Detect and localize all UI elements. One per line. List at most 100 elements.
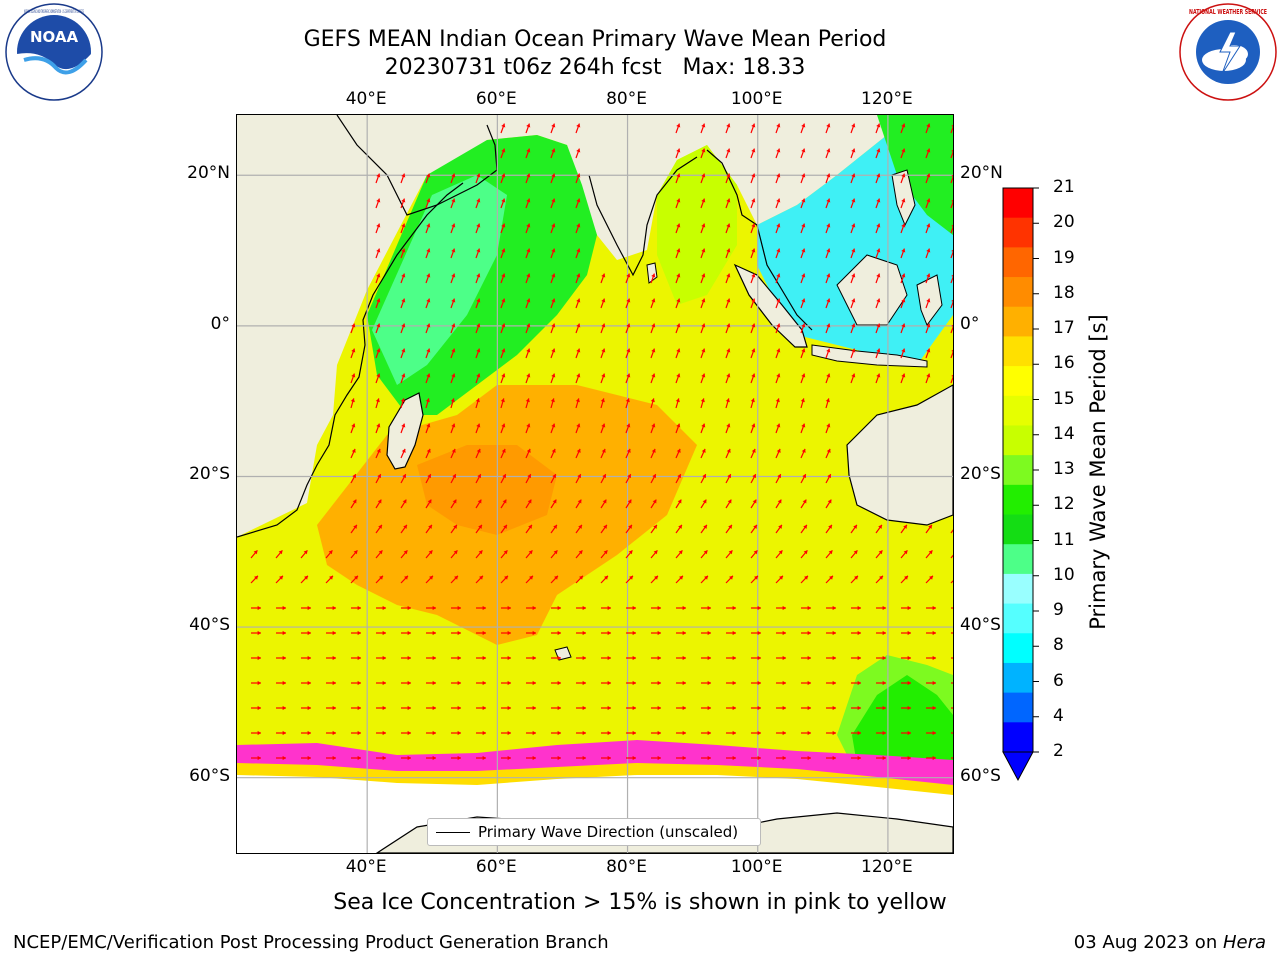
wave-arrow	[550, 173, 556, 184]
wave-arrow	[350, 499, 357, 509]
wave-arrow	[725, 549, 733, 559]
wave-arrow	[876, 705, 886, 711]
wave-arrow	[550, 148, 556, 159]
title-line-1: GEFS MEAN Indian Ocean Primary Wave Mean…	[303, 27, 887, 52]
lon-tick-label-top: 100°E	[730, 89, 783, 109]
wave-arrow	[276, 730, 286, 736]
wave-arrow	[676, 705, 686, 711]
wave-arrow	[525, 323, 531, 334]
wave-arrow	[425, 348, 431, 359]
wave-arrow	[700, 423, 706, 434]
wave-arrow	[450, 348, 456, 359]
wave-arrow	[600, 448, 606, 459]
wave-arrow	[475, 273, 481, 284]
wave-arrow	[900, 348, 906, 359]
colorbar-segment	[1003, 306, 1033, 337]
wave-arrow	[800, 298, 806, 309]
wave-arrow	[551, 680, 561, 686]
wave-arrow	[350, 524, 358, 534]
wave-arrow	[526, 630, 536, 636]
lat-tick-label-right: 40°S	[960, 615, 1001, 636]
wave-arrow	[376, 730, 386, 736]
wave-arrow	[700, 398, 705, 409]
colorbar-tick-label: 18	[1053, 282, 1075, 303]
wave-arrow	[775, 248, 781, 259]
wave-arrow	[650, 373, 656, 384]
wave-arrow	[850, 348, 856, 359]
wave-arrow	[525, 298, 531, 309]
wave-arrow	[576, 755, 586, 761]
wave-arrow	[351, 655, 361, 661]
wave-arrow	[851, 605, 861, 611]
wave-arrow	[451, 755, 461, 761]
wave-arrow	[326, 755, 336, 761]
wave-arrow	[426, 755, 436, 761]
sea-ice-fringe	[237, 740, 953, 787]
wave-arrow	[901, 755, 911, 761]
wave-arrow	[675, 198, 681, 209]
wave-arrow	[750, 248, 756, 259]
colorbar-tick-label: 6	[1053, 670, 1064, 691]
wave-arrow	[801, 755, 811, 761]
wave-arrow	[900, 373, 906, 384]
sumatra	[733, 263, 808, 348]
wave-arrow	[576, 680, 586, 686]
wave-arrow	[450, 499, 457, 509]
wave-arrow	[900, 549, 908, 559]
nws-ring-text: NATIONAL WEATHER SERVICE	[1189, 8, 1267, 16]
wave-arrow	[551, 730, 561, 736]
wave-arrow	[726, 630, 736, 636]
wave-arrow	[326, 680, 336, 686]
wave-arrow	[825, 373, 831, 384]
wave-arrow	[251, 605, 261, 611]
colorbar-tick-label: 12	[1053, 494, 1075, 515]
figure-title: GEFS MEAN Indian Ocean Primary Wave Mean…	[0, 26, 1190, 82]
title-line-2: 20230731 t06z 264h fcst Max: 18.33	[384, 55, 806, 80]
wave-arrow	[500, 248, 506, 259]
green-southeast-core	[852, 675, 953, 765]
wave-arrow	[575, 248, 581, 259]
wave-arrow	[776, 730, 786, 736]
wave-arrow	[825, 524, 833, 534]
wave-arrow	[675, 499, 682, 509]
wave-arrow	[825, 323, 831, 334]
wave-arrow	[675, 373, 681, 384]
wave-arrow	[651, 730, 661, 736]
wave-arrow	[350, 323, 356, 334]
wave-arrow	[876, 755, 886, 761]
wave-arrow	[751, 755, 761, 761]
wave-arrow	[525, 148, 531, 159]
wave-arrow	[450, 173, 456, 184]
wave-arrow	[650, 298, 656, 309]
wave-arrow	[276, 705, 286, 711]
wave-arrow	[875, 549, 883, 559]
wave-arrow	[850, 223, 856, 234]
wave-arrow	[600, 298, 606, 309]
wave-arrow	[825, 499, 832, 509]
wave-arrow	[400, 524, 408, 534]
wave-arrow	[550, 524, 558, 534]
wave-arrow	[650, 499, 657, 509]
wave-arrow	[425, 248, 431, 259]
wave-arrow	[925, 123, 931, 134]
wave-arrow	[701, 730, 711, 736]
wave-arrow	[775, 398, 780, 409]
wave-arrow	[601, 730, 611, 736]
wave-arrow	[650, 524, 658, 534]
wave-arrow	[725, 423, 731, 434]
colorbar-segment	[1003, 277, 1033, 308]
wave-arrow	[675, 524, 683, 534]
wave-arrow	[501, 630, 511, 636]
wave-arrow	[375, 398, 380, 409]
wave-arrow	[925, 173, 931, 184]
wave-arrow	[375, 549, 383, 559]
wave-arrow	[925, 273, 931, 284]
wave-arrow	[425, 448, 431, 459]
wave-arrow	[301, 680, 311, 686]
wave-arrow	[400, 473, 407, 484]
wave-arrow	[500, 448, 506, 459]
wave-arrow	[675, 473, 682, 484]
wave-arrow	[875, 323, 881, 334]
footer-credit: NCEP/EMC/Verification Post Processing Pr…	[13, 932, 609, 953]
wave-arrow	[825, 123, 831, 134]
